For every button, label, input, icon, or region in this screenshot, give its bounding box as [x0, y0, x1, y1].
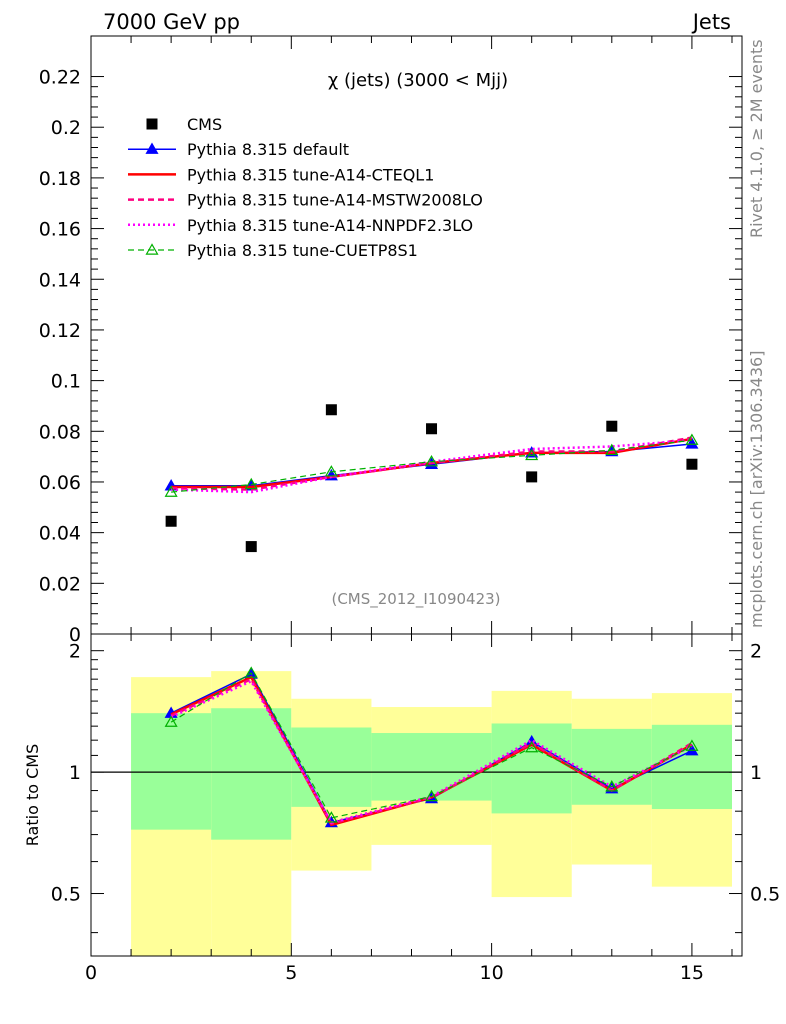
- main-ytick-label: 0.06: [39, 472, 81, 494]
- ratio-marker-cuetp: [605, 780, 619, 792]
- cms-data-point: [606, 420, 618, 432]
- ratio-marker-cuetp: [324, 811, 338, 823]
- ratio-marker-cuetp: [244, 666, 258, 678]
- rivet-label: Rivet 4.1.0, ≥ 2M events: [747, 39, 766, 238]
- main-ytick-label: 0.08: [39, 421, 81, 443]
- mc-marker-cuetp: [605, 443, 619, 456]
- legend-label-nnpdf: Pythia 8.315 tune-A14-NNPDF2.3LO: [187, 216, 473, 235]
- cms-data-point: [686, 458, 698, 470]
- mc-marker-cuetp: [244, 477, 258, 490]
- legend-marker-cuetp: [145, 243, 159, 255]
- uncertainty-band-inner: [291, 727, 372, 807]
- legend-marker-cms: [146, 118, 158, 130]
- ratio-ytick-label: 1: [69, 762, 81, 784]
- ratio-line-cuetp: [170, 672, 693, 819]
- main-ytick-label: 0: [69, 624, 81, 646]
- legend-marker-default: [145, 142, 159, 154]
- ratio-axes: 0.5 0.5 1 1 2 2 0 5 10 15: [51, 633, 780, 984]
- main-ytick-label: 0.02: [39, 573, 81, 595]
- legend-label-default: Pythia 8.315 default: [187, 140, 349, 159]
- mc-line-cuetp: [171, 439, 692, 493]
- ratio-panel: 0.5 0.5 1 1 2 2 0 5 10 15 Ratio to CMS: [23, 633, 780, 984]
- ratio-marker-cuetp: [525, 740, 539, 753]
- main-ytick-label: 0.04: [39, 523, 81, 545]
- mc-marker-cuetp: [324, 465, 338, 477]
- ratio-marker-cuetp: [685, 739, 699, 751]
- ratio-ytick-label: 2: [69, 641, 81, 663]
- main-ytick-label: 0.18: [39, 168, 81, 190]
- ratio-ytick-label-right: 1: [750, 762, 762, 784]
- ratio-xtick-label: 0: [85, 962, 97, 984]
- ratio-xtick-label: 15: [680, 962, 704, 984]
- uncertainty-band-inner: [651, 724, 732, 810]
- main-axes: 0 0.02 0.04 0.06 0.08 0.1 0.12 0.14 0.16 0.18 0.2 0…: [39, 35, 743, 646]
- main-ytick-label: 0.22: [39, 67, 81, 89]
- uncertainty-band-inner: [571, 728, 652, 805]
- jets-label: Jets: [691, 10, 731, 34]
- ratio-marker-cuetp: [164, 715, 178, 727]
- mc-line-mstw: [171, 436, 693, 491]
- main-ytick-label: 0.14: [39, 269, 81, 291]
- mc-marker-cuetp: [685, 433, 699, 445]
- mc-marker-default: [685, 437, 699, 449]
- ratio-xtick-label: 5: [285, 962, 297, 984]
- main-ytick-label: 0.12: [39, 320, 81, 342]
- analysis-label: (CMS_2012_I1090423): [331, 590, 500, 609]
- mc-marker-cuetp: [525, 448, 539, 461]
- main-ytick-label: 0.1: [51, 371, 81, 393]
- legend: CMS Pythia 8.315 default Pythia 8.315 tune…: [128, 115, 483, 260]
- legend-label-data: CMS: [187, 115, 222, 134]
- uncertainty-band-inner: [371, 733, 492, 801]
- ratio-ytick-label: 0.5: [51, 884, 81, 906]
- mc-marker-cuetp: [424, 454, 439, 467]
- legend-label-cteql1: Pythia 8.315 tune-A14-CTEQL1: [187, 165, 434, 184]
- ratio-ylabel: Ratio to CMS: [23, 744, 42, 846]
- uncertainty-band-inner: [211, 708, 292, 840]
- legend-label-mstw: Pythia 8.315 tune-A14-MSTW2008LO: [187, 191, 483, 210]
- cms-data-point: [426, 423, 438, 435]
- main-ytick-label: 0.16: [39, 219, 81, 241]
- ratio-xtick-label: 10: [480, 962, 504, 984]
- ratio-marker-cuetp: [424, 789, 439, 802]
- cms-data-point: [245, 541, 257, 553]
- ratio-ytick-label-right: 2: [750, 641, 762, 663]
- source-label: mcplots.cern.ch [arXiv:1306.3436]: [747, 351, 766, 628]
- cms-data-point: [325, 404, 337, 416]
- mc-marker-cuetp: [164, 485, 178, 497]
- ratio-plot: [91, 666, 742, 956]
- plot-title: χ (jets) (3000 < Mjj): [328, 70, 508, 91]
- ratio-ytick-label-right: 0.5: [750, 884, 780, 906]
- uncertainty-band-inner: [131, 713, 212, 830]
- cms-data-point: [526, 471, 538, 483]
- legend-label-cuetp: Pythia 8.315 tune-CUETP8S1: [187, 241, 418, 260]
- main-plot: [164, 404, 699, 553]
- main-ytick-label: 0.2: [51, 117, 81, 139]
- energy-label: 7000 GeV pp: [103, 10, 240, 34]
- ratio-frame: [90, 633, 743, 957]
- cms-data-point: [165, 515, 177, 527]
- mc-line-nnpdf: [171, 438, 693, 494]
- main-panel: χ (jets) (3000 < Mjj) (CMS_2012_I1090423…: [39, 35, 743, 646]
